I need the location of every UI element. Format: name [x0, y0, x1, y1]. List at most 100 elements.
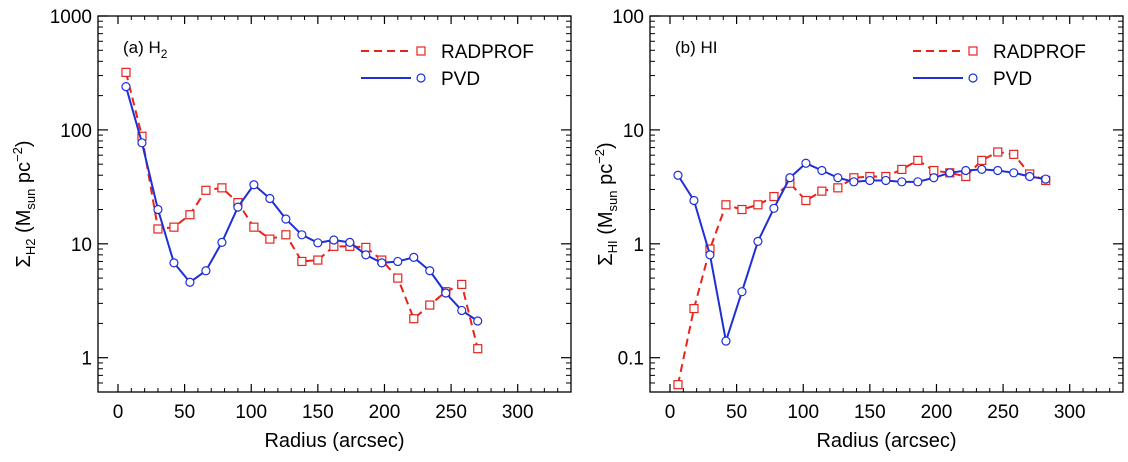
data-point-radprof [361, 242, 371, 252]
y-label-symbol: Σ [13, 255, 35, 267]
data-point-pvd [769, 203, 779, 213]
data-point-radprof [201, 185, 211, 195]
data-point-pvd [993, 165, 1003, 176]
data-point-pvd [1009, 168, 1019, 178]
x-tick-label: 250 [987, 402, 1019, 423]
y-label-units: (M [595, 211, 617, 240]
y-label-subscript: H2 [23, 239, 38, 256]
data-point-pvd [377, 258, 387, 268]
data-point-pvd [425, 266, 435, 276]
y-tick-label: 100 [612, 7, 644, 28]
x-tick-label: 50 [726, 402, 747, 423]
data-point-radprof [217, 183, 227, 193]
series-line-pvd [125, 86, 479, 322]
data-point-pvd [217, 237, 227, 247]
data-point-pvd [881, 175, 891, 186]
x-tick-label: 250 [435, 402, 467, 423]
data-point-pvd [201, 266, 211, 276]
data-point-pvd [441, 288, 451, 298]
y-tick-label: 10 [623, 121, 644, 142]
data-point-pvd [913, 177, 923, 187]
plot-frame [97, 15, 572, 393]
legend-label-pvd: PVD [441, 69, 480, 90]
y-tick-label: 1 [633, 235, 644, 256]
data-point-radprof [833, 183, 843, 193]
x-tick-label: 100 [787, 402, 819, 423]
data-point-radprof [977, 155, 987, 165]
y-tick-label: 0.1 [618, 349, 644, 370]
data-point-radprof [473, 344, 483, 354]
series-radprof [673, 147, 1051, 390]
y-tick-label: 1 [81, 349, 92, 370]
x-tick-label: 150 [854, 402, 886, 423]
data-point-pvd [169, 258, 179, 268]
data-point-radprof [249, 222, 259, 232]
y-label-units: pc [13, 162, 35, 189]
data-point-radprof [393, 273, 403, 283]
data-point-pvd [705, 250, 715, 260]
x-tick-label: 50 [174, 402, 195, 423]
y-label-symbol: Σ [595, 253, 617, 265]
y-label-units-subscript: sun [23, 189, 38, 210]
data-point-pvd [785, 173, 795, 183]
legend-label-radprof: RADPROF [441, 42, 534, 63]
x-axis-label: Radius (arcsec) [816, 430, 956, 452]
series-pvd [121, 81, 483, 326]
data-point-pvd [1041, 174, 1051, 184]
y-label-units: pc [595, 164, 617, 191]
series-pvd [673, 158, 1051, 346]
y-tick-label: 100 [60, 121, 92, 142]
data-point-radprof [993, 147, 1003, 157]
data-point-pvd [753, 236, 763, 246]
data-point-radprof [313, 255, 323, 265]
data-point-radprof [425, 300, 435, 310]
y-label-units-superscript: −2 [592, 149, 607, 164]
data-point-radprof [913, 155, 923, 165]
plot-frame [649, 15, 1124, 393]
data-point-pvd [961, 165, 971, 176]
data-point-radprof [721, 200, 731, 210]
data-point-pvd [849, 177, 859, 187]
x-tick-label: 0 [113, 402, 124, 423]
y-label-units-subscript: sun [605, 190, 620, 211]
data-point-radprof [897, 164, 907, 175]
data-point-radprof [737, 204, 747, 215]
x-axis-label: Radius (arcsec) [264, 430, 404, 452]
series-line-pvd [677, 162, 1046, 343]
data-point-pvd [473, 316, 483, 326]
data-point-radprof [121, 67, 131, 77]
panel-label-species: H [149, 38, 161, 57]
data-point-radprof [769, 191, 779, 202]
y-tick-label: 1000 [50, 7, 92, 28]
data-point-radprof [673, 380, 683, 390]
data-point-pvd [897, 177, 907, 187]
data-point-pvd [185, 277, 195, 287]
data-point-radprof [281, 230, 291, 240]
data-point-pvd [833, 173, 843, 183]
legend-marker-radprof [968, 46, 978, 56]
legend-marker-radprof [416, 46, 426, 56]
data-point-pvd [153, 204, 163, 215]
data-point-pvd [313, 238, 323, 248]
panel-label: (a) H2 [123, 38, 168, 61]
x-tick-label: 200 [921, 402, 953, 423]
legend: RADPROF PVD [913, 42, 1086, 90]
data-point-pvd [329, 235, 339, 245]
data-point-pvd [361, 250, 371, 260]
y-label-units-superscript: −2 [10, 147, 25, 162]
legend-label-radprof: RADPROF [993, 42, 1086, 63]
data-point-pvd [817, 165, 827, 176]
panel-a: 0 50 100 150 200 250 300 1 10 100 1000 Radius (arcs… [10, 7, 572, 452]
data-point-pvd [233, 202, 243, 212]
x-tick-label: 150 [302, 402, 334, 423]
data-point-pvd [689, 195, 699, 206]
data-point-radprof [297, 256, 307, 267]
data-point-pvd [737, 287, 747, 297]
data-point-pvd [945, 168, 955, 178]
data-point-pvd [1025, 171, 1035, 182]
legend: RADPROF PVD [361, 42, 534, 90]
y-axis-label: ΣH2 (Msun pc−2) [10, 140, 38, 267]
data-point-pvd [393, 256, 403, 267]
legend-marker-pvd [416, 73, 426, 83]
